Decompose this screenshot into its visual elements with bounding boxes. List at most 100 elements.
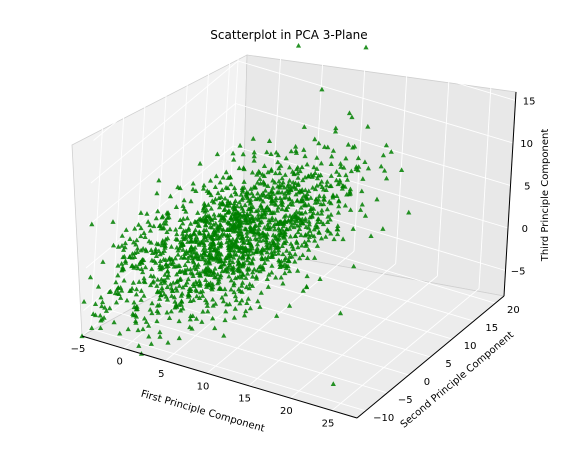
scatter-point (189, 255, 195, 261)
scatter-point (302, 232, 308, 238)
scatter-point (306, 218, 312, 224)
scatter-point (253, 249, 259, 255)
scatter-point (185, 227, 192, 232)
scatter-point (179, 299, 185, 304)
scatter-point (134, 237, 140, 243)
scatter-point (295, 189, 302, 195)
scatter-point (99, 303, 105, 309)
scatter-point (200, 308, 206, 314)
z-tick-label: 5 (524, 182, 530, 193)
scatter-point (226, 220, 232, 226)
scatter-point (131, 239, 137, 245)
scatter-point (250, 136, 256, 141)
scatter-point (221, 215, 227, 220)
scatter-point (249, 273, 256, 279)
scatter-point (244, 230, 250, 235)
scatter-point (316, 193, 322, 199)
scatter-point (215, 271, 221, 277)
scatter-point (255, 298, 261, 304)
scatter-point (200, 207, 206, 213)
scatter-point (362, 159, 368, 165)
grid-line-z (90, 60, 239, 184)
scatter-point (225, 200, 231, 205)
scatter-point (265, 284, 271, 289)
scatter-point (164, 229, 170, 234)
scatter-point (209, 224, 215, 230)
scatter-point (117, 330, 123, 336)
scatter-point (293, 148, 299, 153)
scatter-point (147, 307, 153, 312)
scatter-point (275, 250, 281, 256)
scatter-point (172, 298, 178, 304)
scatter-point (154, 318, 160, 324)
scatter-point (253, 208, 259, 214)
scatter-point (194, 281, 200, 287)
scatter-point (261, 232, 268, 238)
scatter-point (345, 141, 351, 147)
scatter-point (300, 252, 306, 258)
scatter-point (232, 248, 238, 253)
scatter-point (352, 143, 358, 149)
scatter-point (335, 223, 341, 228)
scatter-point (182, 262, 188, 268)
scatter-point (102, 304, 108, 310)
scatter-point (231, 185, 238, 191)
scatter-point (216, 250, 223, 255)
scatter-point (275, 204, 281, 210)
scatter-point (192, 237, 198, 242)
scatter-point (273, 274, 279, 280)
scatter-point (214, 151, 220, 157)
scatter-point (185, 291, 191, 297)
scatter-point (148, 247, 154, 253)
scatter-point (178, 276, 184, 281)
scatter-point (205, 259, 211, 265)
scatter-point (222, 291, 229, 297)
scatter-point (278, 274, 284, 280)
scatter-point (312, 186, 319, 192)
scatter-point (157, 251, 163, 257)
scatter-point (135, 265, 141, 271)
scatter-point (336, 203, 342, 209)
scatter-point (131, 299, 137, 305)
grid-line-y (176, 53, 190, 258)
scatter-point (262, 207, 268, 213)
scatter-point (132, 318, 139, 324)
grid-line-x (353, 47, 367, 252)
scatter-point (136, 222, 142, 227)
scatter-point (193, 188, 199, 193)
scatter-point (237, 300, 243, 306)
scatter-point (211, 211, 217, 217)
scatter-point (362, 213, 369, 218)
scatter-point (153, 260, 159, 265)
scatter-point (247, 236, 253, 242)
scatter-point (264, 249, 270, 255)
scatter-point (251, 157, 257, 163)
scatter-point (244, 270, 251, 276)
scatter-point (295, 175, 301, 180)
scatter-point (113, 279, 119, 285)
scatter-point (368, 233, 374, 238)
scatter-point (231, 289, 237, 295)
scatter-point (231, 314, 237, 320)
scatter-point (133, 313, 140, 319)
scatter-point (243, 226, 249, 232)
scatter-point (293, 209, 300, 214)
scatter-point (298, 232, 304, 238)
scatter-point (319, 207, 325, 213)
scatter-point (236, 228, 242, 233)
scatter-point (191, 246, 197, 252)
scatter-point (185, 276, 191, 282)
scatter-point (347, 188, 353, 194)
scatter-point (340, 183, 346, 188)
scatter-point (190, 186, 196, 192)
scatter-point (330, 148, 337, 153)
scatter-point (286, 303, 293, 308)
scatter-point (278, 258, 285, 264)
scatter-point (200, 256, 206, 262)
scatter-point (258, 202, 264, 208)
scatter-point (184, 215, 190, 221)
scatter-point (279, 206, 285, 212)
scatter-point (79, 333, 85, 339)
scatter-point-outlier (295, 42, 302, 48)
scatter-point (181, 228, 187, 233)
